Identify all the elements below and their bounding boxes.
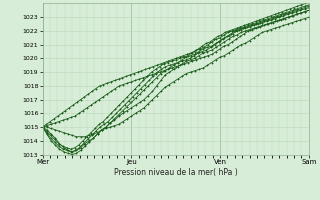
X-axis label: Pression niveau de la mer( hPa ): Pression niveau de la mer( hPa ) [114, 168, 237, 177]
